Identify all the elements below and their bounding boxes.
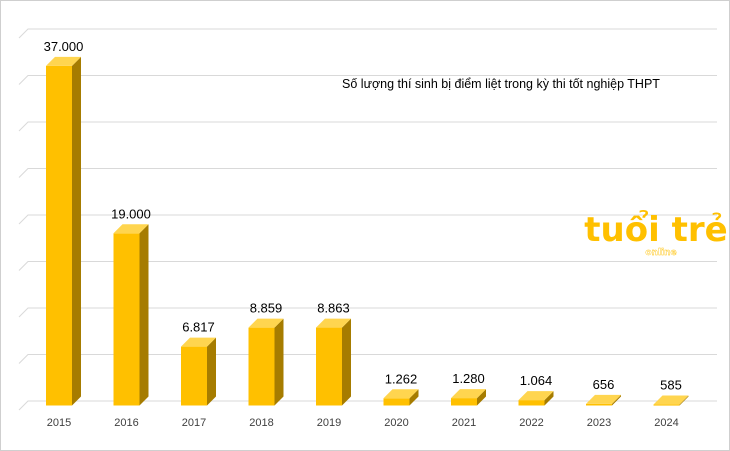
x-tick-2017: 2017: [182, 417, 206, 429]
chart-title: Số lượng thí sinh bị điểm liệt trong kỳ …: [342, 77, 660, 91]
bar-top: [586, 394, 621, 404]
bar-side: [207, 337, 216, 406]
x-tick-2015: 2015: [47, 417, 71, 429]
bar-top: [383, 389, 419, 399]
data-label-2023: 656: [593, 377, 615, 392]
bar-2023: [586, 394, 621, 406]
bar-side: [139, 224, 149, 406]
bar-2018: [248, 318, 284, 406]
bar-front: [383, 398, 410, 406]
bars: [46, 56, 689, 406]
bar-side: [409, 389, 419, 406]
bar-2016: [113, 224, 149, 406]
gridline: [18, 75, 717, 85]
data-label-2021: 1.280: [452, 371, 485, 386]
bar-front: [316, 327, 342, 406]
gridline: [18, 28, 717, 39]
x-tick-2018: 2018: [249, 417, 273, 429]
bar-side: [612, 394, 621, 406]
data-label-2024: 585: [660, 378, 682, 393]
x-tick-2022: 2022: [519, 417, 543, 429]
bar-top: [316, 318, 351, 328]
tuoi-tre-logo: tuổi trẻ online: [584, 209, 727, 258]
bar-front: [653, 404, 680, 406]
bar-2022: [518, 391, 554, 406]
x-tick-2023: 2023: [587, 417, 611, 429]
gridline: [18, 168, 717, 178]
bar-front: [181, 346, 207, 406]
bar-front: [113, 233, 140, 406]
bar-front: [451, 398, 477, 406]
logo-sub-text: online: [645, 248, 676, 258]
data-label-2018: 8.859: [250, 301, 283, 316]
bar-2015: [46, 56, 81, 406]
gridline: [18, 121, 717, 132]
bar-top: [181, 337, 216, 347]
data-label-2020: 1.262: [385, 371, 418, 386]
bar-front: [586, 403, 612, 406]
bar-side: [544, 391, 554, 406]
data-label-2017: 6.817: [182, 320, 215, 335]
gridline: [18, 400, 717, 411]
bar-side: [679, 395, 689, 406]
data-label-2022: 1.064: [520, 373, 553, 388]
bar-2021: [451, 389, 486, 406]
bar-side: [477, 389, 486, 406]
x-tick-2016: 2016: [114, 417, 138, 429]
bar-front: [518, 400, 545, 406]
x-tick-2020: 2020: [384, 417, 408, 429]
bar-side: [72, 56, 81, 406]
bar-side: [274, 318, 284, 406]
x-tick-2024: 2024: [654, 417, 678, 429]
x-tick-2019: 2019: [317, 417, 341, 429]
bar-2024: [653, 395, 689, 406]
bar-front: [248, 327, 275, 406]
gridline: [18, 307, 717, 318]
bar-side: [342, 318, 351, 406]
x-tick-2021: 2021: [452, 417, 476, 429]
bar-top: [113, 224, 149, 234]
data-label-2016: 19.000: [111, 206, 151, 221]
gridlines: [18, 28, 717, 411]
bar-2020: [383, 389, 419, 406]
gridline: [18, 354, 717, 364]
bar-front: [46, 65, 72, 406]
bar-top: [518, 391, 554, 401]
bar-2019: [316, 318, 351, 406]
bar-top: [248, 318, 284, 328]
bar-top: [451, 389, 486, 399]
bar-top: [653, 395, 689, 405]
gridline: [18, 261, 717, 271]
data-label-2015: 37.000: [44, 39, 84, 54]
gridline: [18, 214, 717, 225]
x-tick-labels: 2015 2016 2017 2018 2019 2020 2021 2022 2023 2024: [47, 417, 679, 429]
logo-brand-text: tuổi trẻ: [584, 209, 727, 250]
bar-top: [46, 56, 81, 66]
data-label-2019: 8.863: [317, 301, 350, 316]
data-labels: 37.000 19.000 6.817 8.859 8.863 1.262 1.280 1.0…: [44, 39, 682, 393]
bar-2017: [181, 337, 216, 406]
